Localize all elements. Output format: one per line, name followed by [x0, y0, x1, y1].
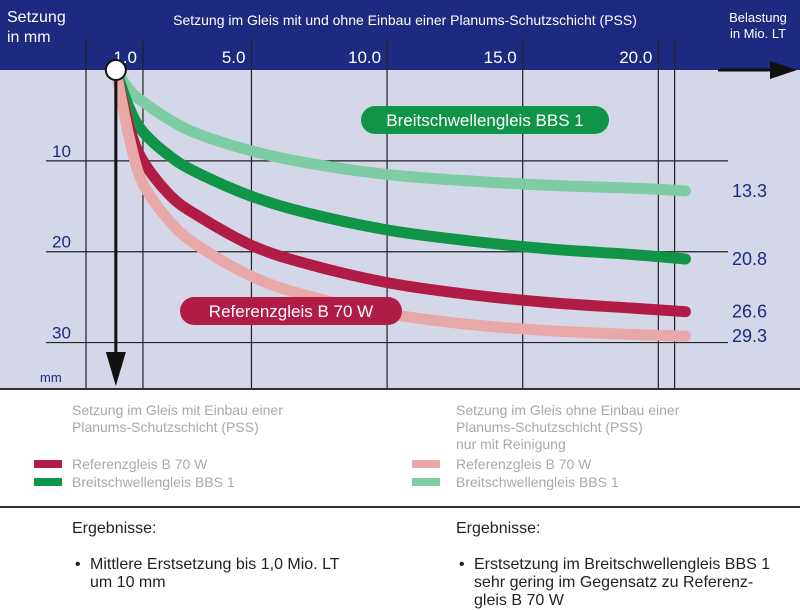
- origin-marker: [104, 59, 127, 81]
- y-tick-label: 30: [52, 324, 71, 343]
- header-band: [0, 0, 800, 40]
- results-right-item: • Erstsetzung im Breitschwellengleis BBS…: [459, 556, 771, 610]
- end-labels: 13.3 20.8 26.6 29.3: [732, 181, 767, 346]
- annotation-pill: [361, 106, 609, 134]
- x-tick-label: 10.0: [348, 48, 381, 67]
- legend-right-title: Setzung im Gleis ohne Einbau einer Planu…: [456, 402, 680, 452]
- series-line: [110, 64, 691, 197]
- end-value-label: 20.8: [732, 249, 767, 269]
- legend-label-bbs-mit: Breitschwellengleis BBS 1: [72, 474, 235, 490]
- grid: [46, 40, 728, 388]
- annotation-pill: [180, 297, 402, 325]
- x-axis-arrow-icon: [770, 61, 797, 79]
- annotations: Breitschwellengleis BBS 1 Referenzgleis B…: [180, 106, 609, 325]
- x-tick-labels: 1.0 5.0 10.0 15.0 20.0: [113, 48, 652, 67]
- legend-label-ref-ohne: Referenzgleis B 70 W: [456, 456, 592, 472]
- annotation-label: Referenzgleis B 70 W: [209, 302, 373, 321]
- chart-title: Setzung im Gleis mit und ohne Einbau ein…: [173, 12, 637, 28]
- x-tick-label: 20.0: [619, 48, 652, 67]
- results-right-title: Ergebnisse:: [456, 520, 541, 537]
- results-left-text: Mittlere Erstsetzung bis 1,0 Mio. LT um …: [90, 556, 340, 591]
- results-left-title: Ergebnisse:: [72, 520, 157, 537]
- y-axis-label: Setzung in mm: [7, 9, 66, 46]
- bullet-icon: •: [75, 556, 81, 573]
- legend-swatch-ref-ohne: [412, 460, 440, 468]
- series-line: [110, 64, 691, 342]
- y-axis-unit: mm: [40, 370, 62, 385]
- legend-swatch-bbs-mit: [34, 478, 62, 486]
- legend-label-bbs-ohne: Breitschwellengleis BBS 1: [456, 474, 619, 490]
- results-right-text: Erstsetzung im Breitschwellengleis BBS 1…: [474, 556, 771, 609]
- end-value-label: 13.3: [732, 181, 767, 201]
- series-lines: [110, 64, 691, 342]
- series-line: [110, 64, 691, 265]
- x-tick-label: 15.0: [484, 48, 517, 67]
- legend-swatch-ref-mit: [34, 460, 62, 468]
- x-label-cell: [718, 0, 800, 70]
- results-left-item: • Mittlere Erstsetzung bis 1,0 Mio. LT u…: [75, 556, 340, 592]
- results-panel: Ergebnisse: Ergebnisse: • Mittlere Ersts…: [0, 506, 800, 609]
- series-line: [110, 64, 691, 318]
- y-label-cell: [0, 0, 86, 70]
- legend-swatch-bbs-ohne: [412, 478, 440, 486]
- axes: [104, 59, 797, 386]
- x-tick-label: 5.0: [222, 48, 246, 67]
- legend-panel: Setzung im Gleis mit Einbau einer Planum…: [0, 388, 800, 507]
- legend-left-title: Setzung im Gleis mit Einbau einer Planum…: [72, 402, 283, 435]
- bullet-icon: •: [459, 556, 465, 573]
- y-tick-label: 20: [52, 233, 71, 252]
- header-texts: Setzung im Gleis mit und ohne Einbau ein…: [7, 9, 787, 385]
- y-axis-arrow-icon: [105, 352, 126, 386]
- end-value-label: 26.6: [732, 302, 767, 322]
- y-tick-label: 10: [52, 142, 71, 161]
- end-value-label: 29.3: [732, 326, 767, 346]
- x-axis-label: Belastung in Mio. LT: [729, 10, 787, 41]
- legend-label-ref-mit: Referenzgleis B 70 W: [72, 456, 208, 472]
- annotation-label: Breitschwellengleis BBS 1: [386, 111, 583, 130]
- y-tick-labels: 10 20 30: [52, 142, 71, 343]
